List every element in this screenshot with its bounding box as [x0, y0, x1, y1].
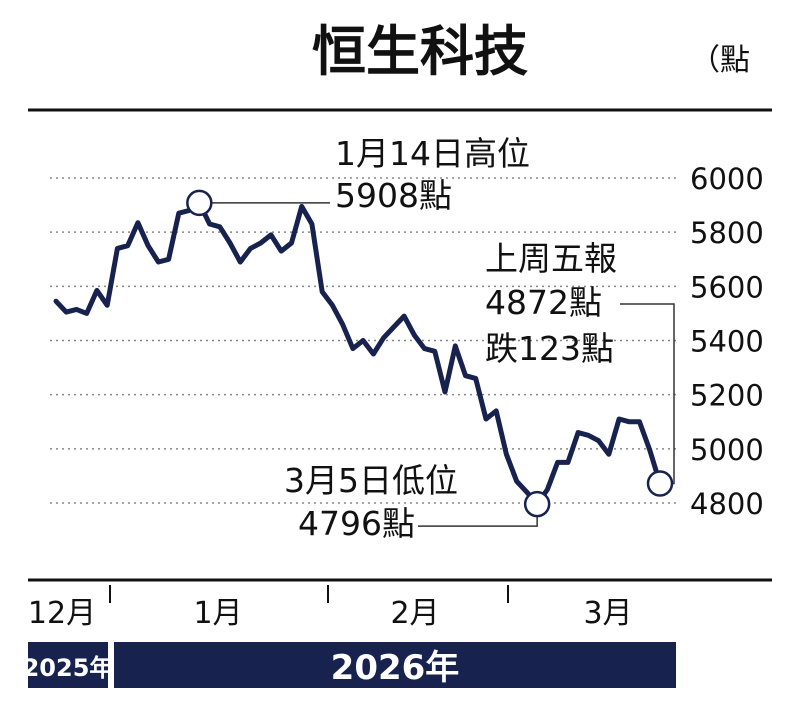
low-leader: [418, 516, 538, 527]
y-tick-label: 5200: [690, 379, 764, 413]
y-tick-label: 6000: [690, 162, 764, 196]
last-annotation-line3: 跌123點: [485, 329, 614, 368]
last-annotation-line2: 4872點: [485, 283, 602, 322]
unit-label: （點: [690, 43, 750, 78]
year-label-2025: 2025年: [23, 654, 114, 682]
high-annotation-line2: 5908點: [335, 176, 452, 215]
month-label-dec: 12月: [28, 596, 96, 631]
y-tick-label: 5400: [690, 325, 764, 359]
low-annotation-line2: 4796點: [298, 504, 415, 543]
y-tick-label: 5000: [690, 433, 764, 467]
year-bar-2025: [28, 642, 108, 688]
series-line: [53, 200, 663, 507]
y-tick-label: 5600: [690, 270, 764, 304]
chart-title: 恒生科技: [312, 20, 528, 83]
year-bar-2026: [114, 642, 676, 688]
high-annotation-line1: 1月14日高位: [335, 134, 530, 173]
y-tick-label: 5800: [690, 216, 764, 250]
month-label-mar: 3月: [583, 596, 632, 631]
low-annotation-line1: 3月5日低位: [284, 461, 458, 500]
last-marker: [646, 470, 674, 497]
low-marker: [523, 490, 551, 518]
month-label-feb: 2月: [390, 596, 439, 631]
markers: [186, 189, 674, 518]
y-tick-label: 4800: [690, 487, 764, 521]
y-axis-ticks: 6000 5800 5600 5400 5200 5000 4800: [690, 162, 764, 521]
year-label-2026: 2026年: [331, 648, 460, 688]
last-leader: [620, 303, 675, 485]
last-annotation-line1: 上周五報: [485, 239, 617, 278]
high-marker: [186, 189, 213, 217]
month-label-jan: 1月: [193, 596, 242, 631]
